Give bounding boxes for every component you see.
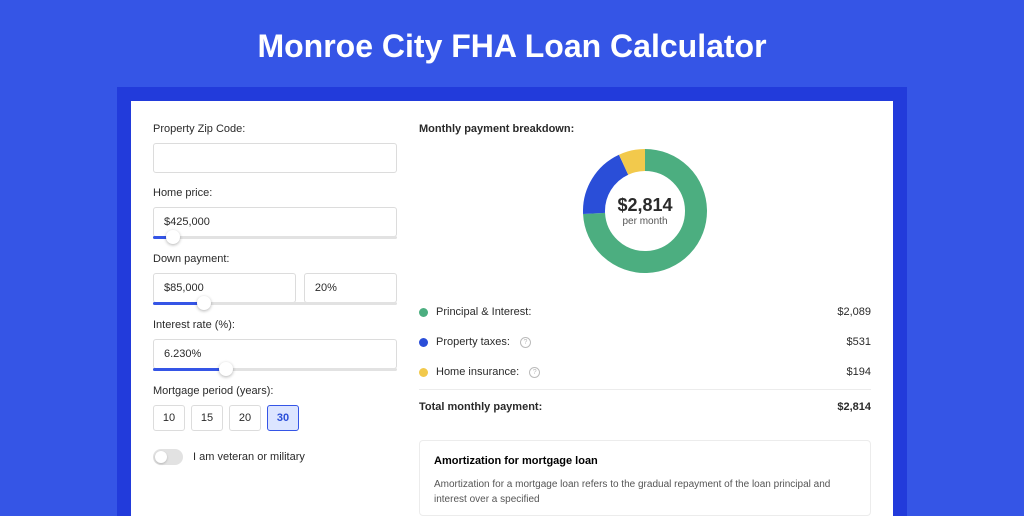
donut-subtitle: per month: [617, 216, 672, 227]
period-options: 10152030: [153, 405, 397, 431]
legend-label: Principal & Interest:: [436, 306, 531, 318]
down-payment-slider[interactable]: [153, 302, 397, 305]
period-option-30[interactable]: 30: [267, 405, 299, 431]
amortization-text: Amortization for a mortgage loan refers …: [434, 477, 856, 507]
period-label: Mortgage period (years):: [153, 385, 397, 397]
legend-total-value: $2,814: [837, 401, 871, 413]
interest-rate-slider[interactable]: [153, 368, 397, 371]
toggle-knob: [155, 451, 167, 463]
zip-group: Property Zip Code:: [153, 123, 397, 173]
legend-label: Home insurance:: [436, 366, 519, 378]
legend-total-row: Total monthly payment: $2,814: [419, 389, 871, 422]
info-icon[interactable]: ?: [520, 337, 531, 348]
legend-list: Principal & Interest: $2,089 Property taxe…: [419, 297, 871, 387]
legend-swatch: [419, 338, 428, 347]
down-payment-label: Down payment:: [153, 253, 397, 265]
donut-center: $2,814 per month: [617, 195, 672, 227]
breakdown-column: Monthly payment breakdown: $2,814 per mo…: [419, 123, 871, 516]
legend-row: Property taxes:? $531: [419, 327, 871, 357]
legend-swatch: [419, 368, 428, 377]
legend-value: $531: [847, 336, 871, 348]
down-payment-group: Down payment:: [153, 253, 397, 305]
down-payment-percent-input[interactable]: [304, 273, 397, 303]
veteran-label: I am veteran or military: [193, 451, 305, 463]
legend-value: $194: [847, 366, 871, 378]
veteran-toggle[interactable]: [153, 449, 183, 465]
breakdown-title: Monthly payment breakdown:: [419, 123, 871, 135]
zip-label: Property Zip Code:: [153, 123, 397, 135]
veteran-row: I am veteran or military: [153, 449, 397, 465]
legend-row: Principal & Interest: $2,089: [419, 297, 871, 327]
home-price-slider[interactable]: [153, 236, 397, 239]
down-payment-amount-input[interactable]: [153, 273, 296, 303]
form-column: Property Zip Code: Home price: Down paym…: [153, 123, 397, 516]
donut-segment-home_insurance: [624, 160, 645, 165]
home-price-label: Home price:: [153, 187, 397, 199]
donut-amount: $2,814: [617, 195, 672, 216]
legend-swatch: [419, 308, 428, 317]
amortization-card: Amortization for mortgage loan Amortizat…: [419, 440, 871, 516]
panel-outer: Property Zip Code: Home price: Down paym…: [117, 87, 907, 516]
period-option-20[interactable]: 20: [229, 405, 261, 431]
zip-input[interactable]: [153, 143, 397, 173]
interest-rate-input[interactable]: [153, 339, 397, 369]
amortization-title: Amortization for mortgage loan: [434, 455, 856, 467]
calculator-panel: Property Zip Code: Home price: Down paym…: [131, 101, 893, 516]
period-option-15[interactable]: 15: [191, 405, 223, 431]
home-price-group: Home price:: [153, 187, 397, 239]
legend-value: $2,089: [837, 306, 871, 318]
interest-rate-group: Interest rate (%):: [153, 319, 397, 371]
home-price-input[interactable]: [153, 207, 397, 237]
legend-row: Home insurance:? $194: [419, 357, 871, 387]
period-group: Mortgage period (years): 10152030: [153, 385, 397, 431]
page-root: Monroe City FHA Loan Calculator Property…: [0, 0, 1024, 516]
legend-total-label: Total monthly payment:: [419, 401, 542, 413]
legend-label: Property taxes:: [436, 336, 510, 348]
period-option-10[interactable]: 10: [153, 405, 185, 431]
info-icon[interactable]: ?: [529, 367, 540, 378]
interest-rate-label: Interest rate (%):: [153, 319, 397, 331]
page-title: Monroe City FHA Loan Calculator: [0, 0, 1024, 87]
donut-chart: $2,814 per month: [419, 149, 871, 273]
